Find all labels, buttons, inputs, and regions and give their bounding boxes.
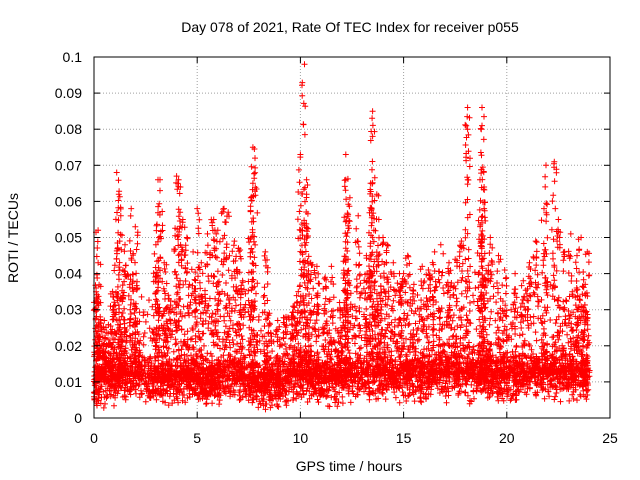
y-tick-label: 0.07: [55, 157, 82, 173]
x-axis-label: GPS time / hours: [296, 458, 403, 474]
y-tick-label: 0.05: [55, 230, 82, 246]
y-tick-label: 0: [74, 410, 82, 426]
x-tick-label: 25: [602, 430, 618, 446]
data-points: [90, 61, 593, 413]
y-tick-labels: 0 0.01 0.02 0.03 0.04 0.05 0.06 0.07 0.08 0.09 0.1: [55, 49, 82, 426]
x-tick-label: 5: [193, 430, 201, 446]
y-tick-label: 0.1: [63, 49, 83, 65]
y-tick-label: 0.08: [55, 121, 82, 137]
x-tick-labels: 0 5 10 15 20 25: [90, 430, 618, 446]
y-axis-label: ROTI / TECUs: [5, 193, 21, 283]
y-tick-label: 0.01: [55, 374, 82, 390]
y-tick-label: 0.06: [55, 193, 82, 209]
axis-ticks: [93, 56, 611, 419]
roti-points: [90, 61, 593, 413]
x-tick-label: 0: [90, 430, 98, 446]
chart-title: Day 078 of 2021, Rate Of TEC Index for r…: [181, 19, 519, 35]
x-tick-label: 15: [396, 430, 412, 446]
y-tick-label: 0.09: [55, 85, 82, 101]
y-tick-label: 0.03: [55, 302, 82, 318]
x-tick-label: 10: [293, 430, 309, 446]
y-tick-label: 0.04: [55, 266, 82, 282]
x-tick-label: 20: [499, 430, 515, 446]
y-tick-label: 0.02: [55, 338, 82, 354]
